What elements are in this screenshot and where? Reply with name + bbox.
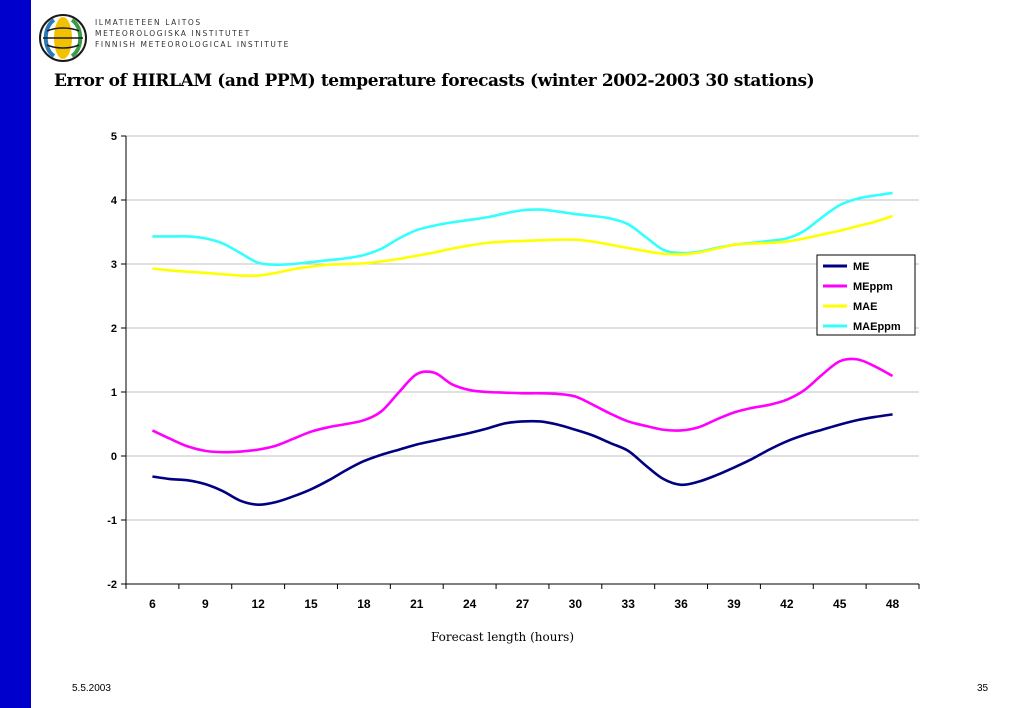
y-tick-label: 1 bbox=[111, 387, 117, 399]
x-tick-label: 21 bbox=[410, 597, 424, 611]
x-tick-label: 33 bbox=[622, 597, 636, 611]
x-tick-label: 45 bbox=[833, 597, 847, 611]
series-line-me bbox=[152, 413, 893, 506]
side-accent-bar bbox=[0, 0, 31, 708]
legend-label: MAE bbox=[853, 301, 877, 313]
fmi-logo-icon bbox=[39, 14, 87, 62]
y-tick-label: 2 bbox=[111, 323, 117, 335]
series-line-maeppm bbox=[152, 191, 893, 266]
x-tick-label: 27 bbox=[516, 597, 530, 611]
legend-label: MEppm bbox=[853, 281, 893, 293]
y-tick-label: 4 bbox=[111, 195, 118, 207]
x-tick-label: 9 bbox=[202, 597, 209, 611]
x-tick-label: 15 bbox=[304, 597, 318, 611]
y-tick-label: -1 bbox=[107, 515, 117, 527]
x-tick-label: 42 bbox=[780, 597, 794, 611]
slide-title: Error of HIRLAM (and PPM) temperature fo… bbox=[54, 71, 815, 91]
legend-label: ME bbox=[853, 261, 870, 273]
series-line-mae bbox=[152, 214, 893, 278]
org-line-fi: ILMATIETEEN LAITOS bbox=[95, 18, 202, 27]
x-tick-label: 30 bbox=[569, 597, 583, 611]
series-line-meppm bbox=[151, 357, 894, 454]
x-tick-label: 24 bbox=[463, 597, 477, 611]
x-tick-label: 36 bbox=[674, 597, 688, 611]
slide-date: 5.5.2003 bbox=[72, 683, 111, 694]
x-tick-label: 48 bbox=[886, 597, 900, 611]
slide-page-number: 35 bbox=[977, 683, 989, 694]
org-line-en: FINNISH METEOROLOGICAL INSTITUTE bbox=[95, 40, 291, 49]
x-tick-label: 18 bbox=[357, 597, 371, 611]
x-tick-label: 39 bbox=[727, 597, 741, 611]
y-tick-label: 0 bbox=[111, 451, 117, 463]
chart-legend bbox=[816, 254, 916, 336]
legend-label: MAEppm bbox=[853, 321, 901, 333]
x-tick-label: 12 bbox=[251, 597, 265, 611]
org-line-sv: METEOROLOGISKA INSTITUTET bbox=[95, 29, 251, 38]
y-tick-label: 5 bbox=[111, 131, 117, 143]
x-axis-title: Forecast length (hours) bbox=[431, 630, 574, 644]
organization-name: ILMATIETEEN LAITOS METEOROLOGISKA INSTIT… bbox=[95, 17, 290, 50]
y-tick-label: -2 bbox=[107, 579, 117, 591]
y-tick-label: 3 bbox=[111, 259, 117, 271]
x-tick-label: 6 bbox=[149, 597, 156, 611]
